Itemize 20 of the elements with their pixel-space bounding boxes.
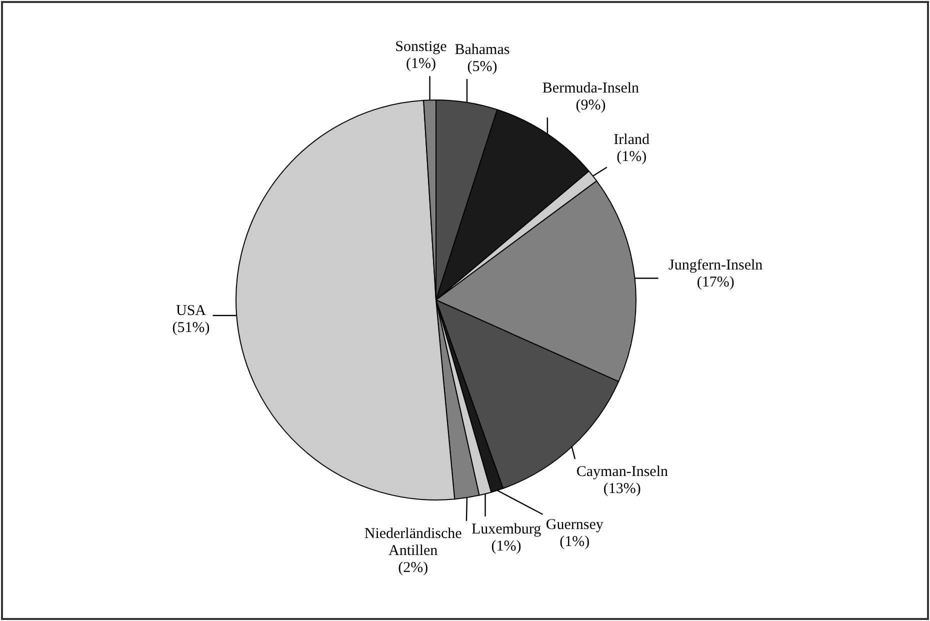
slice-label: Luxemburg (471, 521, 542, 538)
data-label: (5%) (467, 58, 498, 75)
slice-label: Guernsey (546, 517, 604, 534)
data-label: (1%) (560, 534, 590, 550)
slice-label: Cayman-Inseln (576, 464, 668, 480)
data-label: (9%) (576, 98, 606, 114)
data-label: (1%) (491, 538, 522, 554)
data-label: (2%) (398, 560, 428, 576)
slice-label: USA (176, 303, 206, 320)
data-label: (1%) (616, 149, 647, 166)
data-label: (13%) (603, 480, 641, 497)
slice-label: Sonstige (395, 39, 448, 56)
slice-label: Bermuda-Inseln (542, 80, 640, 97)
slice-label: Irland (614, 132, 650, 148)
data-label: (51%) (172, 320, 210, 336)
slice-label: Niederländische Antillen (364, 526, 462, 559)
data-label: (1%) (406, 56, 436, 72)
slice-label: Jungfern-Inseln (668, 257, 764, 274)
slice-label: Bahamas (454, 42, 510, 58)
data-label: (17%) (696, 274, 734, 290)
